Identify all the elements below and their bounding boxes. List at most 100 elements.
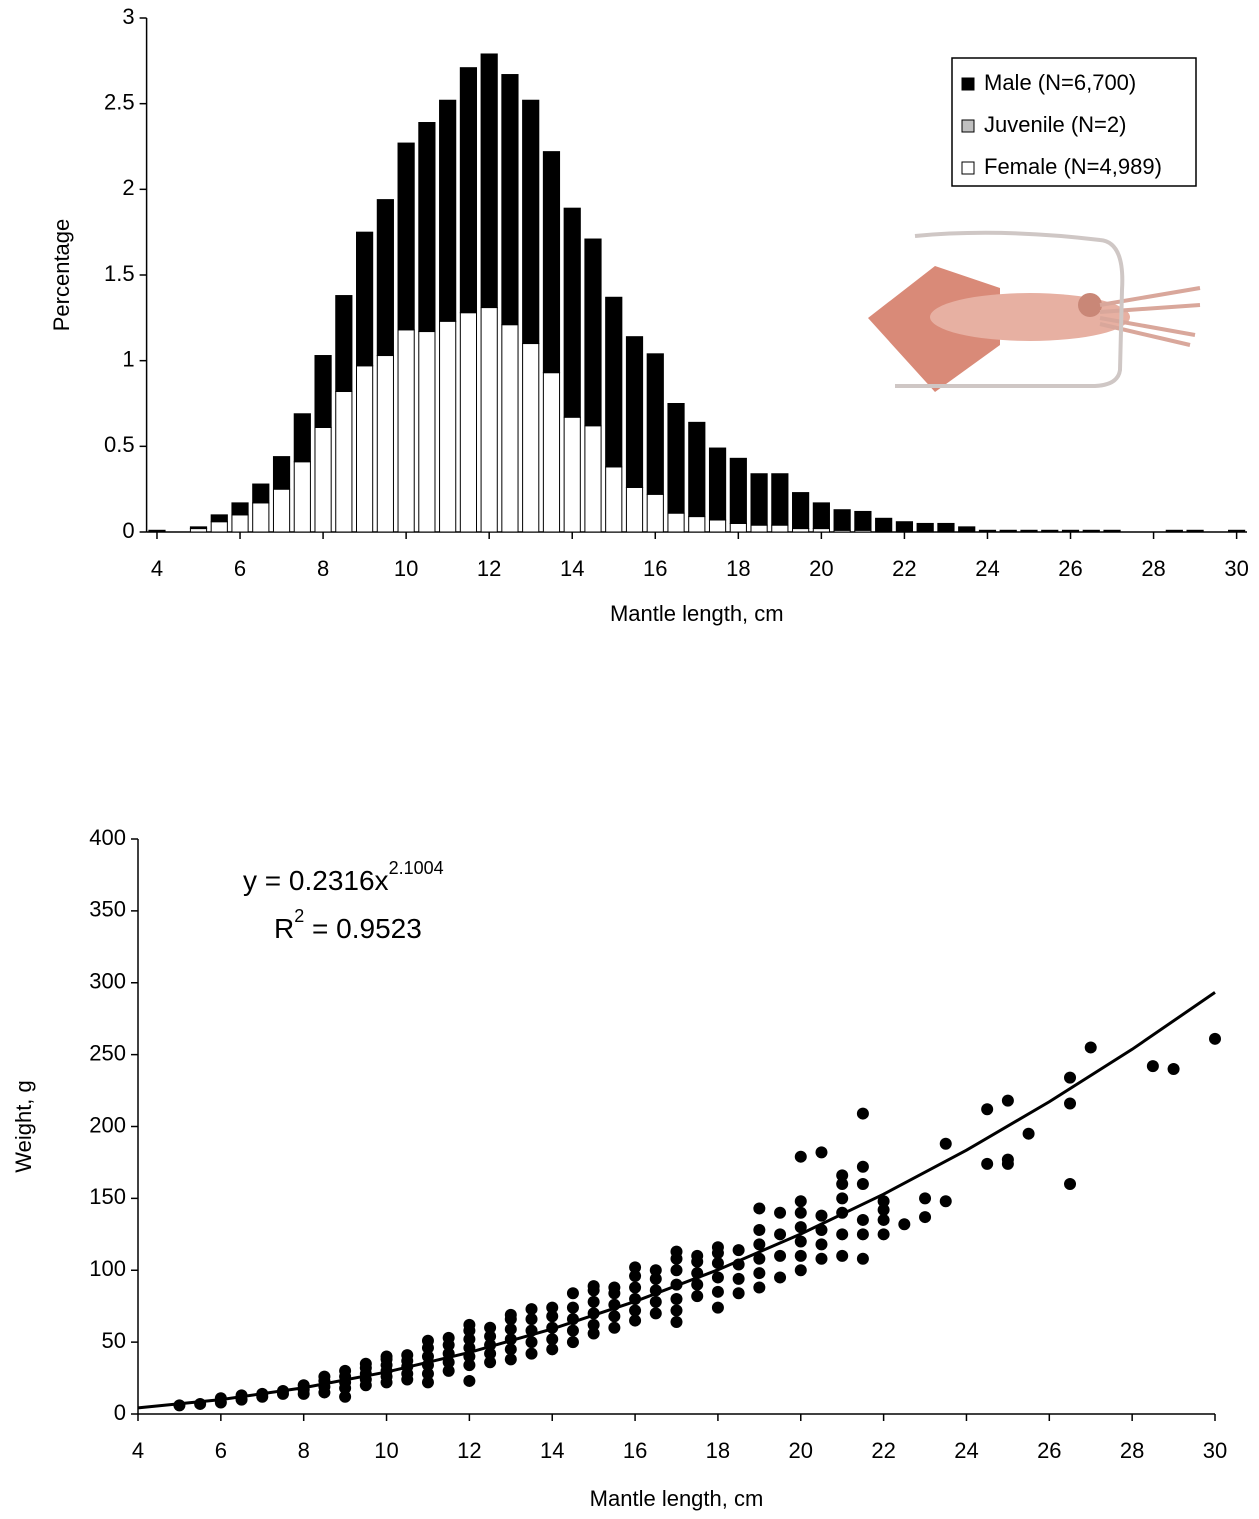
point bbox=[629, 1261, 642, 1274]
bar-segment bbox=[148, 529, 166, 533]
point bbox=[794, 1150, 807, 1163]
point bbox=[442, 1364, 455, 1377]
point bbox=[732, 1272, 745, 1285]
bar-segment bbox=[1020, 529, 1038, 533]
point bbox=[484, 1356, 497, 1369]
point bbox=[836, 1192, 849, 1205]
point bbox=[753, 1281, 766, 1294]
bar-segment bbox=[501, 74, 519, 326]
squid-tentacles bbox=[895, 230, 1125, 389]
bar-segment bbox=[1082, 529, 1100, 533]
point bbox=[753, 1202, 766, 1215]
point bbox=[898, 1218, 911, 1231]
y-tick-label: 100 bbox=[89, 1256, 126, 1281]
point bbox=[794, 1264, 807, 1277]
point bbox=[732, 1287, 745, 1300]
bar-segment bbox=[792, 492, 810, 530]
point bbox=[463, 1333, 476, 1346]
point bbox=[670, 1293, 683, 1305]
x-tick-label: 28 bbox=[1141, 556, 1165, 581]
y-tick-label: 200 bbox=[89, 1112, 126, 1137]
x-tick-label: 22 bbox=[871, 1438, 895, 1463]
bar-segment bbox=[522, 99, 540, 345]
y-tick-label: 400 bbox=[89, 825, 126, 850]
point bbox=[774, 1206, 787, 1219]
bar-segment bbox=[750, 524, 768, 533]
bar-segment bbox=[356, 231, 374, 367]
bar-segment bbox=[937, 522, 955, 533]
point bbox=[836, 1178, 849, 1190]
point bbox=[1084, 1041, 1097, 1054]
point bbox=[1001, 1094, 1014, 1107]
bar-segment bbox=[189, 526, 208, 530]
point bbox=[856, 1107, 869, 1120]
point bbox=[711, 1285, 724, 1298]
x-axis-label: Mantle length, cm bbox=[590, 1486, 764, 1511]
point bbox=[421, 1334, 434, 1347]
x-tick-label: 16 bbox=[623, 1438, 647, 1463]
point bbox=[836, 1249, 849, 1262]
x-tick-label: 4 bbox=[151, 556, 163, 581]
x-tick-label: 10 bbox=[374, 1438, 398, 1463]
point bbox=[525, 1336, 538, 1349]
point bbox=[919, 1211, 932, 1224]
point bbox=[877, 1195, 890, 1208]
point bbox=[463, 1318, 476, 1331]
point bbox=[691, 1278, 704, 1291]
x-tick-label: 6 bbox=[234, 556, 246, 581]
point bbox=[1001, 1153, 1014, 1166]
bar-segment bbox=[480, 53, 498, 309]
charts: 00.511.522.534 6 8 10 12 14 16 18 20 22 24 26 28 30Ma… bbox=[11, 4, 1249, 1511]
point bbox=[546, 1310, 559, 1323]
point bbox=[566, 1301, 579, 1314]
legend-label: Female (N=4,989) bbox=[984, 154, 1162, 179]
point bbox=[794, 1195, 807, 1208]
point bbox=[463, 1374, 476, 1387]
y-tick-label: 300 bbox=[89, 969, 126, 994]
bar-segment bbox=[999, 529, 1017, 533]
point bbox=[587, 1280, 600, 1293]
point bbox=[525, 1313, 538, 1326]
bar-segment bbox=[708, 519, 727, 533]
bar-segment bbox=[1061, 529, 1080, 533]
squid-arms bbox=[1099, 286, 1201, 347]
bar-segment bbox=[625, 486, 644, 533]
point bbox=[525, 1303, 538, 1316]
x-tick-label: 12 bbox=[477, 556, 501, 581]
y-tick-label: 3 bbox=[122, 4, 134, 29]
point bbox=[608, 1310, 621, 1323]
point bbox=[877, 1213, 890, 1226]
bar-segment bbox=[771, 524, 789, 533]
bar-segment bbox=[397, 142, 415, 331]
legend-box bbox=[951, 57, 1197, 187]
point bbox=[359, 1357, 372, 1370]
point bbox=[856, 1160, 869, 1173]
bar-segment bbox=[272, 456, 291, 490]
point bbox=[856, 1178, 869, 1190]
bar-segment bbox=[958, 526, 976, 533]
point bbox=[629, 1314, 642, 1327]
bar-segment bbox=[646, 353, 664, 495]
x-tick-label: 24 bbox=[975, 556, 999, 581]
point bbox=[629, 1281, 642, 1294]
point bbox=[1146, 1060, 1159, 1073]
point bbox=[774, 1271, 787, 1284]
bar-segment bbox=[1228, 529, 1246, 533]
point bbox=[629, 1270, 642, 1282]
bar-segment bbox=[314, 355, 332, 428]
bar-segment bbox=[418, 331, 436, 533]
bar-segment bbox=[646, 493, 664, 533]
legend-swatch bbox=[961, 119, 975, 133]
bar-segment bbox=[875, 517, 893, 533]
bar-segment bbox=[397, 329, 415, 533]
squid-head bbox=[1078, 293, 1102, 317]
point bbox=[339, 1364, 352, 1377]
bar-segment bbox=[605, 296, 623, 468]
bar-segment bbox=[189, 528, 208, 533]
bar-segment bbox=[688, 421, 706, 518]
bar-segment bbox=[792, 528, 810, 533]
point bbox=[608, 1321, 621, 1334]
point bbox=[774, 1228, 787, 1241]
bar-segment bbox=[812, 528, 830, 533]
